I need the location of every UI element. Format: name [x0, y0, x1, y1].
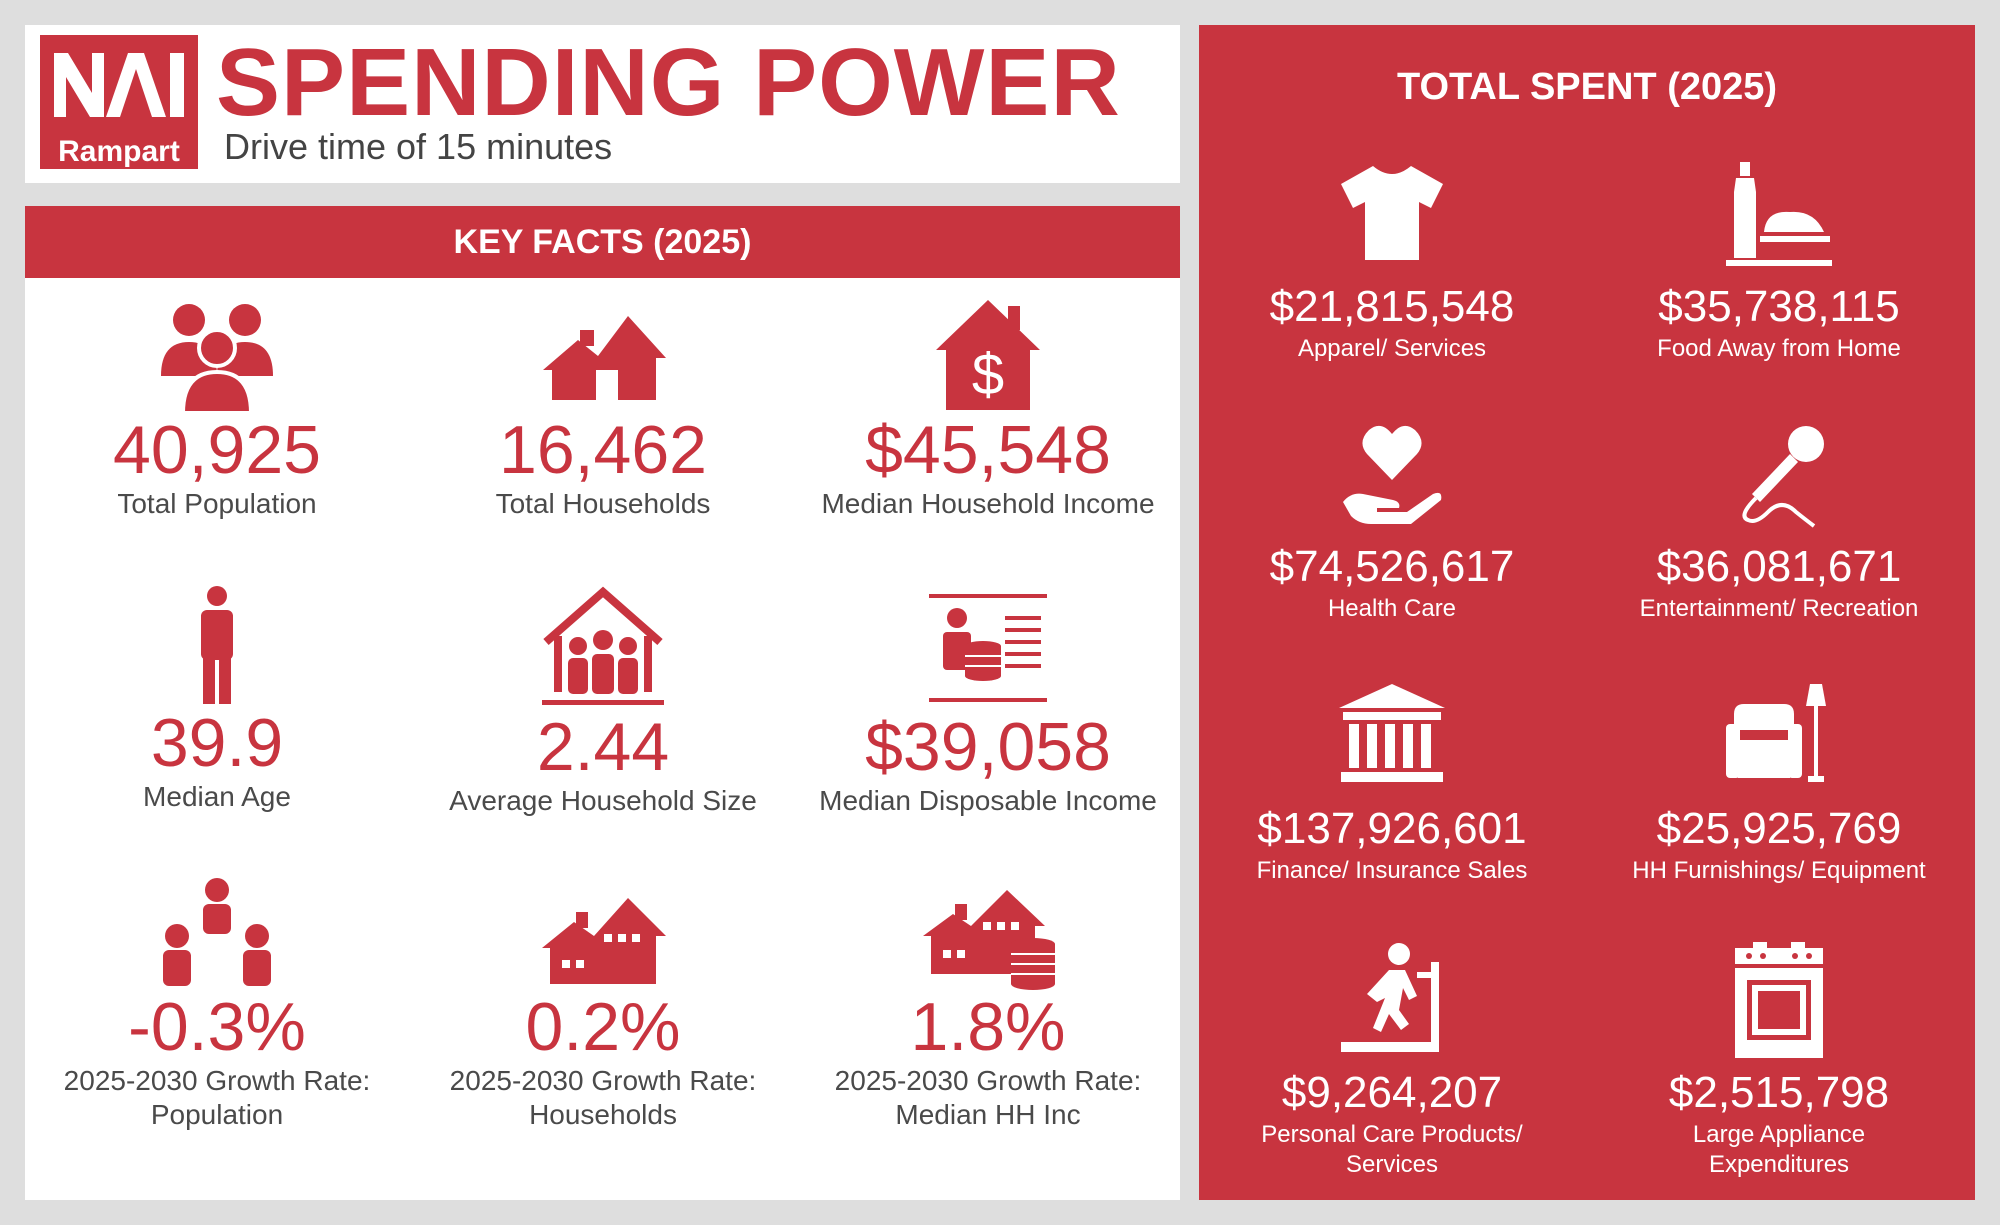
spend-label: Entertainment/ Recreation — [1639, 595, 1919, 622]
bank-icon — [1339, 684, 1445, 782]
svg-text:$: $ — [972, 342, 1004, 407]
spend-entertainment: $36,081,671 Entertainment/ Recreation — [1589, 420, 1969, 624]
food-plate-icon — [1726, 162, 1832, 266]
fact-label: Median Disposable Income — [819, 785, 1157, 816]
spend-value: $74,526,617 — [1269, 542, 1515, 591]
spend-personal-care: $9,264,207 Personal Care Products/ Servi… — [1202, 942, 1582, 1180]
spend-label: HH Furnishings/ Equipment — [1632, 857, 1926, 884]
people-group-icon — [161, 304, 273, 413]
fact-label: Median Age — [143, 781, 291, 812]
total-spent-panel — [1199, 25, 1975, 1200]
population-growth-icon — [163, 878, 271, 986]
spend-label: Personal Care Products/ Services — [1261, 1121, 1523, 1178]
spend-label: Food Away from Home — [1657, 335, 1901, 362]
page-subtitle: Drive time of 15 minutes — [224, 126, 613, 167]
key-facts-heading: KEY FACTS (2025) — [25, 206, 1180, 278]
nai-rampart-logo: Rampart — [40, 35, 198, 169]
fact-label: 2025-2030 Growth Rate: Households — [449, 1065, 757, 1130]
stove-icon — [1735, 942, 1823, 1058]
fact-value: 16,462 — [499, 412, 707, 488]
fact-growth-population: -0.3% 2025-2030 Growth Rate: Population — [37, 878, 397, 1132]
disposable-income-icon — [929, 594, 1047, 702]
house-icon — [543, 316, 666, 400]
tshirt-icon — [1341, 166, 1443, 260]
armchair-lamp-icon — [1726, 684, 1826, 782]
fact-value: -0.3% — [128, 989, 306, 1065]
fact-value: 39.9 — [150, 705, 284, 781]
spend-label: Finance/ Insurance Sales — [1256, 857, 1528, 884]
spend-value: $36,081,671 — [1656, 542, 1902, 591]
fact-median-disposable-income: $39,058 Median Disposable Income — [808, 586, 1168, 818]
spend-value: $25,925,769 — [1656, 804, 1902, 853]
spend-value: $137,926,601 — [1257, 804, 1527, 853]
spend-large-appliance: $2,515,798 Large Appliance Expenditures — [1589, 942, 1969, 1180]
fact-value: 1.8% — [910, 989, 1066, 1065]
total-spent-heading: TOTAL SPENT (2025) — [1396, 66, 1778, 108]
house-dollar-icon: $ — [936, 300, 1040, 410]
spend-finance: $137,926,601 Finance/ Insurance Sales — [1202, 684, 1582, 886]
page-title: SPENDING POWER — [216, 29, 1121, 136]
fact-growth-median-hh-inc: 1.8% 2025-2030 Growth Rate: Median HH In… — [808, 878, 1168, 1132]
person-icon — [201, 586, 233, 704]
spend-value: $2,515,798 — [1668, 1068, 1890, 1117]
fact-label: Total Households — [495, 488, 711, 519]
spend-value: $35,738,115 — [1658, 282, 1900, 331]
fact-average-household-size: 2.44 Average Household Size — [423, 586, 783, 818]
spend-apparel: $21,815,548 Apparel/ Services — [1202, 162, 1582, 364]
spend-hh-furnishings: $25,925,769 HH Furnishings/ Equipment — [1589, 684, 1969, 886]
fact-label: 2025-2030 Growth Rate: Population — [63, 1065, 371, 1130]
spend-label: Apparel/ Services — [1297, 335, 1487, 362]
spend-value: $21,815,548 — [1269, 282, 1515, 331]
logo-subtext: Rampart — [58, 135, 180, 168]
fact-value: $45,548 — [865, 412, 1111, 488]
fact-median-age: 39.9 Median Age — [37, 586, 397, 814]
fact-label: Total Population — [117, 488, 317, 519]
fact-value: $39,058 — [865, 709, 1111, 785]
fact-value: 40,925 — [113, 412, 321, 488]
fact-label: 2025-2030 Growth Rate: Median HH Inc — [834, 1065, 1142, 1130]
fact-label: Median Household Income — [821, 488, 1155, 519]
fact-label: Average Household Size — [449, 785, 757, 816]
treadmill-icon — [1341, 943, 1439, 1052]
spend-label: Large Appliance Expenditures — [1692, 1121, 1866, 1178]
households-growth-icon — [542, 898, 666, 984]
heart-hand-icon — [1343, 425, 1442, 524]
income-growth-icon — [923, 890, 1055, 990]
fact-growth-households: 0.2% 2025-2030 Growth Rate: Households — [423, 878, 783, 1132]
fact-median-household-income: $ $45,548 Median Household Income — [808, 298, 1168, 521]
fact-total-households: 16,462 Total Households — [423, 298, 783, 521]
spend-health-care: $74,526,617 Health Care — [1202, 420, 1582, 624]
fact-value: 2.44 — [536, 709, 670, 785]
fact-value: 0.2% — [525, 989, 681, 1065]
spend-value: $9,264,207 — [1281, 1068, 1503, 1117]
spend-label: Health Care — [1327, 595, 1457, 622]
microphone-icon — [1742, 426, 1824, 528]
fact-total-population: 40,925 Total Population — [37, 298, 397, 521]
family-house-icon — [542, 586, 664, 705]
header-panel — [25, 25, 1180, 183]
spend-food-away: $35,738,115 Food Away from Home — [1589, 162, 1969, 364]
